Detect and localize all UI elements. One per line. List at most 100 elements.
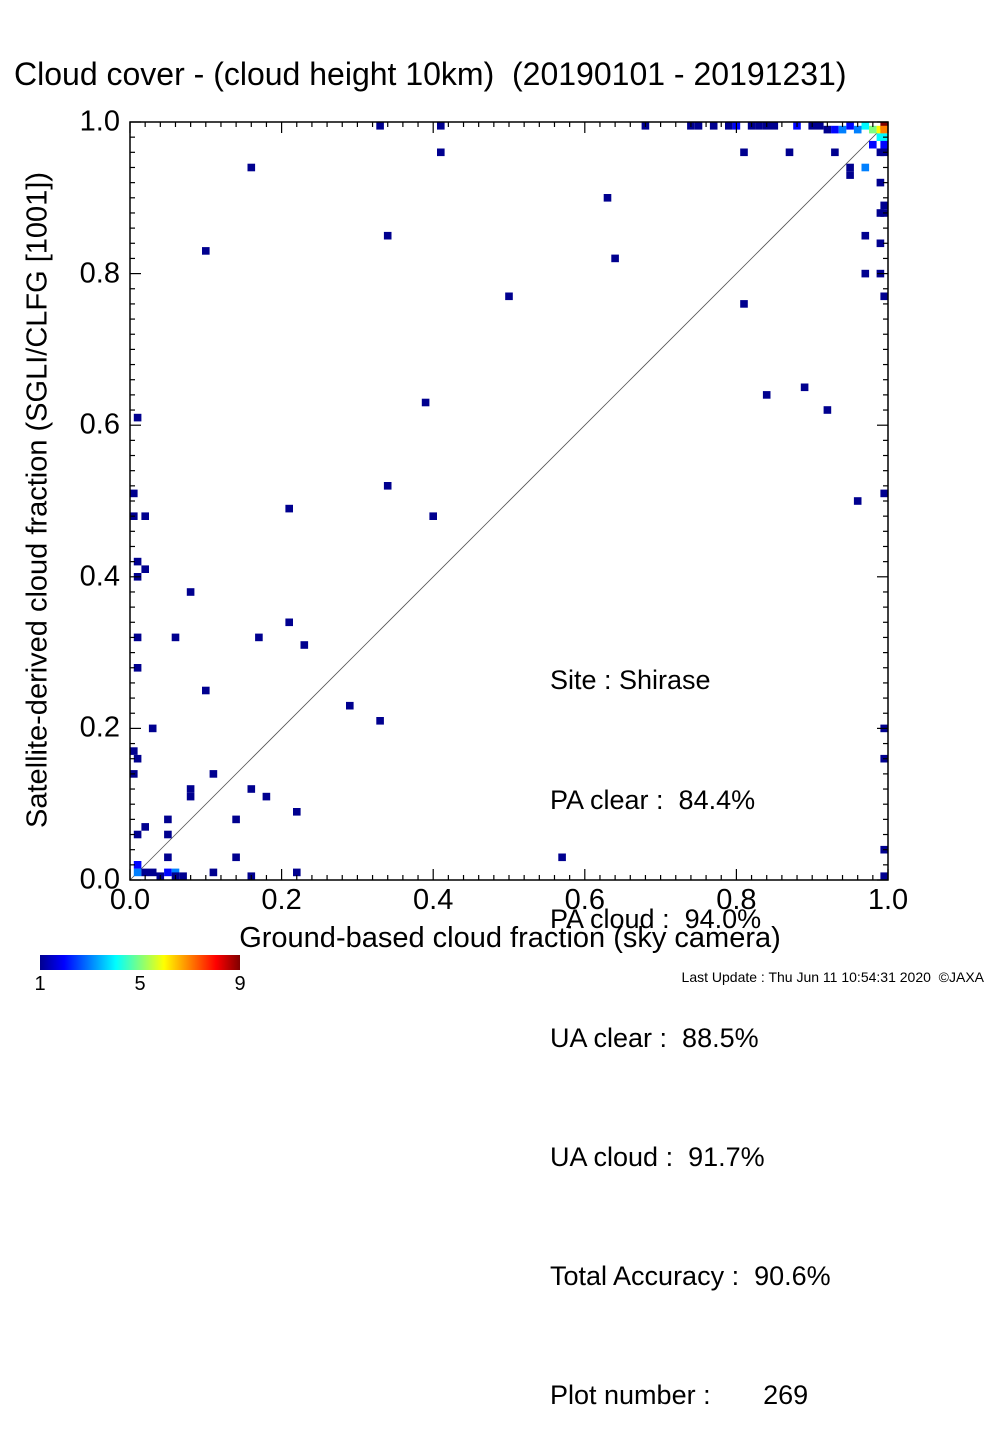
heatmap-cell <box>285 618 293 627</box>
heatmap-cell <box>853 497 862 505</box>
heatmap-cell <box>861 269 870 278</box>
colorbar <box>40 955 240 970</box>
heatmap-cell <box>262 792 271 801</box>
heatmap-cell <box>293 808 301 816</box>
heatmap-cell <box>376 717 384 725</box>
heatmap-cell <box>164 815 172 824</box>
heatmap-cell <box>880 125 888 134</box>
heatmap-cell <box>437 148 445 157</box>
stats-total-accuracy: Total Accuracy : 90.6% <box>550 1260 831 1291</box>
heatmap-cell <box>880 201 888 210</box>
heatmap-cell <box>255 633 263 642</box>
heatmap-cell <box>133 557 142 566</box>
heatmap-cell <box>133 633 142 642</box>
heatmap-cell <box>876 148 885 157</box>
heatmap-cell <box>880 872 888 880</box>
heatmap-cell <box>603 194 612 202</box>
heatmap-cell <box>421 398 430 407</box>
heatmap-cell <box>133 413 142 422</box>
y-tick-label: 0.2 <box>79 711 120 744</box>
heatmap-cell <box>300 641 309 649</box>
heatmap-cell <box>800 383 809 392</box>
x-tick-label: 0.4 <box>413 884 454 916</box>
heatmap-cell <box>148 868 157 877</box>
heatmap-cell <box>186 792 195 801</box>
heatmap-cell <box>611 254 619 263</box>
heatmap-cell <box>164 830 172 839</box>
heatmap-cell <box>202 247 210 255</box>
heatmap-cell <box>869 125 877 134</box>
heatmap-cell <box>130 747 138 755</box>
heatmap-cell <box>876 209 885 217</box>
heatmap-cell <box>709 122 718 130</box>
heatmap-cell <box>823 406 832 414</box>
heatmap-cell <box>133 754 142 763</box>
heatmap-cell <box>853 125 862 134</box>
y-tick-label: 0.4 <box>79 560 120 593</box>
heatmap-cell <box>171 633 180 642</box>
heatmap-cell <box>209 868 218 877</box>
stats-site: Site : Shirase <box>550 665 711 696</box>
heatmap-cell <box>823 125 832 134</box>
heatmap-cell <box>876 133 885 141</box>
heatmap-cell <box>831 148 839 157</box>
x-axis-label: Ground-based cloud fraction (sky camera) <box>239 922 781 954</box>
heatmap-cell <box>740 300 748 308</box>
heatmap-cell <box>130 489 138 498</box>
colorbar-tick-label: 9 <box>234 973 246 995</box>
heatmap-cell <box>861 163 870 172</box>
heatmap-cell <box>141 823 149 831</box>
heatmap-cell <box>740 148 748 157</box>
plot-area <box>129 121 889 881</box>
heatmap-cell <box>785 148 794 157</box>
y-tick-label: 0.6 <box>79 408 120 441</box>
stats-panel: Site : Shirase PA clear : 84.4% PA cloud… <box>550 582 831 1455</box>
heatmap-cell <box>232 815 240 824</box>
heatmap-cell <box>164 853 172 862</box>
heatmap-cell <box>846 163 854 172</box>
heatmap-cell <box>755 122 763 130</box>
heatmap-cell <box>694 122 703 130</box>
heatmap-cell <box>209 770 218 778</box>
heatmap-cell <box>141 512 149 520</box>
heatmap-cell <box>285 504 293 513</box>
heatmap-cell <box>383 482 392 490</box>
one-to-one-line <box>129 121 889 881</box>
heatmap-cell <box>762 391 771 399</box>
heatmap-cell <box>838 125 847 134</box>
heatmap-cell <box>179 872 187 880</box>
heatmap-cell <box>133 664 142 672</box>
x-tick-label: 0.8 <box>716 884 757 916</box>
heatmap-cell <box>202 686 210 695</box>
chart-title: Cloud cover - (cloud height 10km) (20190… <box>14 56 847 92</box>
heatmap-cell <box>232 853 240 862</box>
y-tick-label: 0.0 <box>79 863 120 896</box>
heatmap-cell <box>876 125 885 134</box>
colorbar-tick-label: 1 <box>34 973 46 995</box>
stats-ua-cloud: UA cloud : 91.7% <box>550 1141 765 1172</box>
heatmap-cell <box>846 122 854 130</box>
y-tick-label: 0.8 <box>79 257 120 290</box>
heatmap-cell <box>133 861 142 869</box>
heatmap-cell <box>770 122 779 130</box>
heatmap-cell <box>505 292 513 301</box>
x-tick-label: 0.0 <box>109 884 151 916</box>
heatmap-cell <box>880 489 888 498</box>
heatmap-cell <box>831 125 839 134</box>
heatmap-cell <box>880 292 888 301</box>
heatmap-cell <box>141 565 149 573</box>
heatmap-cell <box>383 231 392 240</box>
heatmap-cell <box>861 122 870 130</box>
heatmap-cell <box>164 868 172 877</box>
colorbar-tick-label: 5 <box>134 973 146 995</box>
heatmap-cell <box>876 239 885 248</box>
heatmap-cell <box>186 588 195 596</box>
heatmap-cell <box>816 122 824 130</box>
x-tick-label: 0.2 <box>261 884 302 916</box>
heatmap-cell <box>293 868 301 877</box>
heatmap-cell <box>186 785 195 793</box>
heatmap-cell <box>171 868 180 877</box>
stats-plot-number: Plot number : 269 <box>550 1379 809 1410</box>
heatmap-cell <box>247 785 256 793</box>
heatmap-cell <box>880 140 888 149</box>
